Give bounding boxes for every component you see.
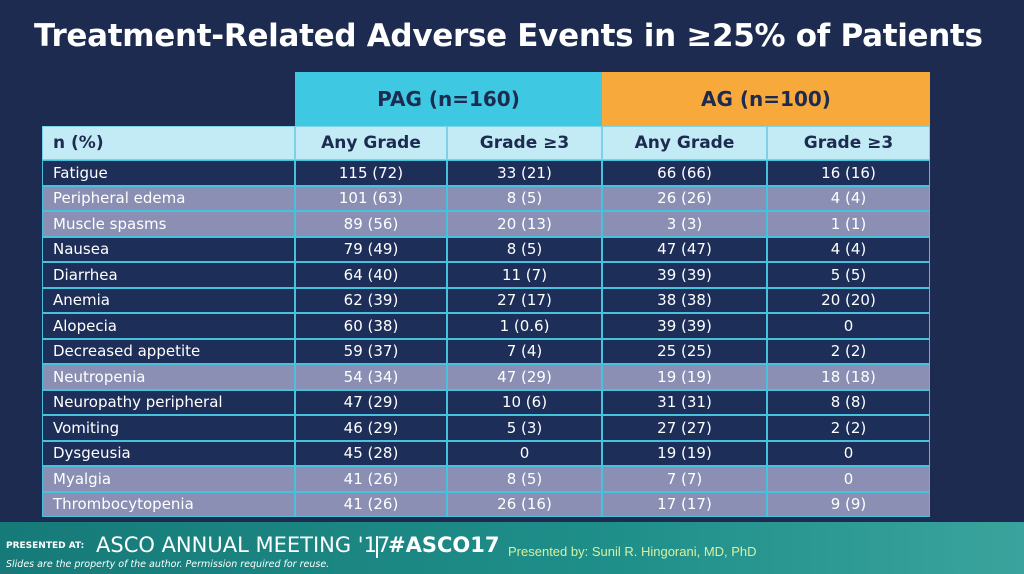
table-cell: 0 <box>767 440 930 466</box>
table-cell: 20 (20) <box>767 287 930 313</box>
table-cell: 33 (21) <box>447 160 602 186</box>
table-cell: 115 (72) <box>295 160 447 186</box>
row-label: Peripheral edema <box>42 185 295 211</box>
row-label: Anemia <box>42 287 295 313</box>
table-cell: 27 (27) <box>602 415 767 441</box>
table-cell: 7 (4) <box>447 338 602 364</box>
column-header: Any Grade <box>295 126 447 160</box>
table-cell: 5 (5) <box>767 262 930 288</box>
row-label: Myalgia <box>42 466 295 492</box>
disclaimer: Slides are the property of the author. P… <box>6 559 330 570</box>
table-cell: 101 (63) <box>295 185 447 211</box>
row-label: Muscle spasms <box>42 211 295 237</box>
table-cell: 41 (26) <box>295 466 447 492</box>
table-cell: 5 (3) <box>447 415 602 441</box>
table-cell: 19 (19) <box>602 440 767 466</box>
table-cell: 89 (56) <box>295 211 447 237</box>
slide-title: Treatment-Related Adverse Events in ≥25%… <box>34 18 983 54</box>
table-cell: 47 (47) <box>602 236 767 262</box>
table-cell: 17 (17) <box>602 491 767 517</box>
row-label: Diarrhea <box>42 262 295 288</box>
row-label: Neuropathy peripheral <box>42 389 295 415</box>
table-cell: 9 (9) <box>767 491 930 517</box>
row-label: Vomiting <box>42 415 295 441</box>
table-cell: 18 (18) <box>767 364 930 390</box>
table-cell: 4 (4) <box>767 185 930 211</box>
table-cell: 25 (25) <box>602 338 767 364</box>
table-cell: 26 (26) <box>602 185 767 211</box>
table-cell: 1 (0.6) <box>447 313 602 339</box>
row-label: Alopecia <box>42 313 295 339</box>
table-cell: 8 (5) <box>447 185 602 211</box>
row-label: Dysgeusia <box>42 440 295 466</box>
table-cell: 62 (39) <box>295 287 447 313</box>
table-cell: 2 (2) <box>767 338 930 364</box>
table-cell: 26 (16) <box>447 491 602 517</box>
table-cell: 66 (66) <box>602 160 767 186</box>
column-header: Any Grade <box>602 126 767 160</box>
table-cell: 1 (1) <box>767 211 930 237</box>
table-cell: 8 (5) <box>447 466 602 492</box>
column-header: n (%) <box>42 126 295 160</box>
table-cell: 54 (34) <box>295 364 447 390</box>
table-cell: 46 (29) <box>295 415 447 441</box>
meeting-name: ASCO ANNUAL MEETING '17 <box>96 533 391 557</box>
table-cell: 19 (19) <box>602 364 767 390</box>
table-cell: 8 (5) <box>447 236 602 262</box>
table-cell: 16 (16) <box>767 160 930 186</box>
column-header: Grade ≥3 <box>767 126 930 160</box>
table-cell: 0 <box>767 466 930 492</box>
table-cell: 11 (7) <box>447 262 602 288</box>
table-cell: 38 (38) <box>602 287 767 313</box>
column-header: Grade ≥3 <box>447 126 602 160</box>
table-cell: 0 <box>447 440 602 466</box>
row-label: Fatigue <box>42 160 295 186</box>
table-cell: 0 <box>767 313 930 339</box>
row-label: Decreased appetite <box>42 338 295 364</box>
presented-at: PRESENTED AT: <box>6 541 85 551</box>
table-cell: 10 (6) <box>447 389 602 415</box>
hashtag: #ASCO17 <box>388 533 500 557</box>
table-cell: 7 (7) <box>602 466 767 492</box>
table-cell: 41 (26) <box>295 491 447 517</box>
table-cell: 47 (29) <box>295 389 447 415</box>
group-header: PAG (n=160) <box>295 72 602 126</box>
row-label: Thrombocytopenia <box>42 491 295 517</box>
table-cell: 79 (49) <box>295 236 447 262</box>
presenter: Presented by: Sunil R. Hingorani, MD, Ph… <box>508 544 757 559</box>
table-cell: 20 (13) <box>447 211 602 237</box>
table-cell: 60 (38) <box>295 313 447 339</box>
table-cell: 4 (4) <box>767 236 930 262</box>
separator <box>376 536 378 558</box>
table-cell: 39 (39) <box>602 262 767 288</box>
table-cell: 64 (40) <box>295 262 447 288</box>
table-cell: 59 (37) <box>295 338 447 364</box>
table-cell: 31 (31) <box>602 389 767 415</box>
table-cell: 8 (8) <box>767 389 930 415</box>
footer: PRESENTED AT: ASCO ANNUAL MEETING '17 #A… <box>0 522 1024 574</box>
group-header: AG (n=100) <box>602 72 930 126</box>
row-label: Neutropenia <box>42 364 295 390</box>
table-cell: 45 (28) <box>295 440 447 466</box>
table-cell: 3 (3) <box>602 211 767 237</box>
table-cell: 47 (29) <box>447 364 602 390</box>
table-cell: 2 (2) <box>767 415 930 441</box>
table-cell: 39 (39) <box>602 313 767 339</box>
row-label: Nausea <box>42 236 295 262</box>
table-cell: 27 (17) <box>447 287 602 313</box>
